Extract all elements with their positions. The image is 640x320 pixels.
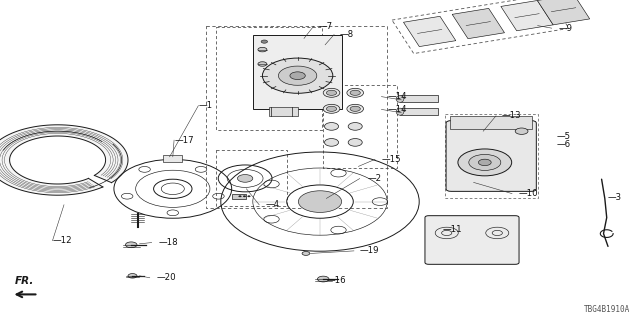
Circle shape <box>479 159 492 165</box>
Circle shape <box>317 276 329 282</box>
Ellipse shape <box>347 104 364 113</box>
Circle shape <box>302 252 310 255</box>
Circle shape <box>326 90 337 95</box>
Ellipse shape <box>396 95 404 102</box>
Bar <box>269 107 298 116</box>
Text: —14: —14 <box>388 92 408 101</box>
Bar <box>216 27 322 130</box>
Text: —13: —13 <box>502 111 522 120</box>
Text: —16: —16 <box>327 276 347 285</box>
Text: TBG4B1910A: TBG4B1910A <box>584 305 630 314</box>
Circle shape <box>458 149 512 176</box>
Text: —5: —5 <box>557 132 571 141</box>
Ellipse shape <box>324 139 339 146</box>
Circle shape <box>515 128 528 134</box>
Text: —18: —18 <box>158 238 178 247</box>
Ellipse shape <box>324 123 339 130</box>
Bar <box>400 95 438 102</box>
Bar <box>403 16 456 47</box>
Ellipse shape <box>396 108 404 115</box>
Text: —11: —11 <box>443 225 463 234</box>
Text: —2: —2 <box>368 174 382 183</box>
Bar <box>253 35 342 109</box>
Polygon shape <box>0 125 128 195</box>
Text: —10: —10 <box>518 189 538 198</box>
Circle shape <box>350 106 360 111</box>
Text: —8: —8 <box>339 30 353 39</box>
Text: —4: —4 <box>266 200 280 209</box>
Bar <box>538 0 589 25</box>
Text: —3: —3 <box>608 193 622 202</box>
Circle shape <box>298 191 342 212</box>
Ellipse shape <box>347 88 364 97</box>
Text: —1: —1 <box>198 101 212 110</box>
Circle shape <box>290 72 305 79</box>
Circle shape <box>326 106 337 111</box>
Text: —9: —9 <box>558 24 572 33</box>
Bar <box>445 114 538 198</box>
Ellipse shape <box>348 139 362 146</box>
Circle shape <box>350 90 360 95</box>
Text: —14: —14 <box>388 105 408 114</box>
Circle shape <box>262 58 333 93</box>
Bar <box>400 108 438 115</box>
Circle shape <box>248 196 250 197</box>
Bar <box>323 85 397 168</box>
Text: —6: —6 <box>557 140 571 149</box>
Text: —15: —15 <box>381 155 401 164</box>
Circle shape <box>258 62 267 66</box>
FancyBboxPatch shape <box>446 121 536 191</box>
Ellipse shape <box>323 88 340 97</box>
Text: —12: —12 <box>52 236 72 245</box>
Circle shape <box>278 66 317 85</box>
Bar <box>450 116 532 129</box>
Bar <box>452 8 504 39</box>
Circle shape <box>237 175 253 182</box>
Ellipse shape <box>323 104 340 113</box>
Bar <box>163 155 182 162</box>
Circle shape <box>128 274 137 278</box>
Circle shape <box>261 40 268 43</box>
Text: —17: —17 <box>174 136 194 145</box>
Circle shape <box>239 196 241 197</box>
Bar <box>216 150 287 206</box>
Bar <box>206 26 387 208</box>
Text: FR.: FR. <box>15 276 34 286</box>
Circle shape <box>243 196 246 197</box>
Text: —20: —20 <box>156 273 176 282</box>
Bar <box>232 194 246 198</box>
Circle shape <box>125 242 137 248</box>
Text: —7: —7 <box>319 22 333 31</box>
Circle shape <box>258 47 267 52</box>
Ellipse shape <box>348 123 362 130</box>
Circle shape <box>468 154 500 170</box>
FancyBboxPatch shape <box>425 216 519 264</box>
Text: —19: —19 <box>360 246 379 255</box>
Bar <box>501 1 553 31</box>
